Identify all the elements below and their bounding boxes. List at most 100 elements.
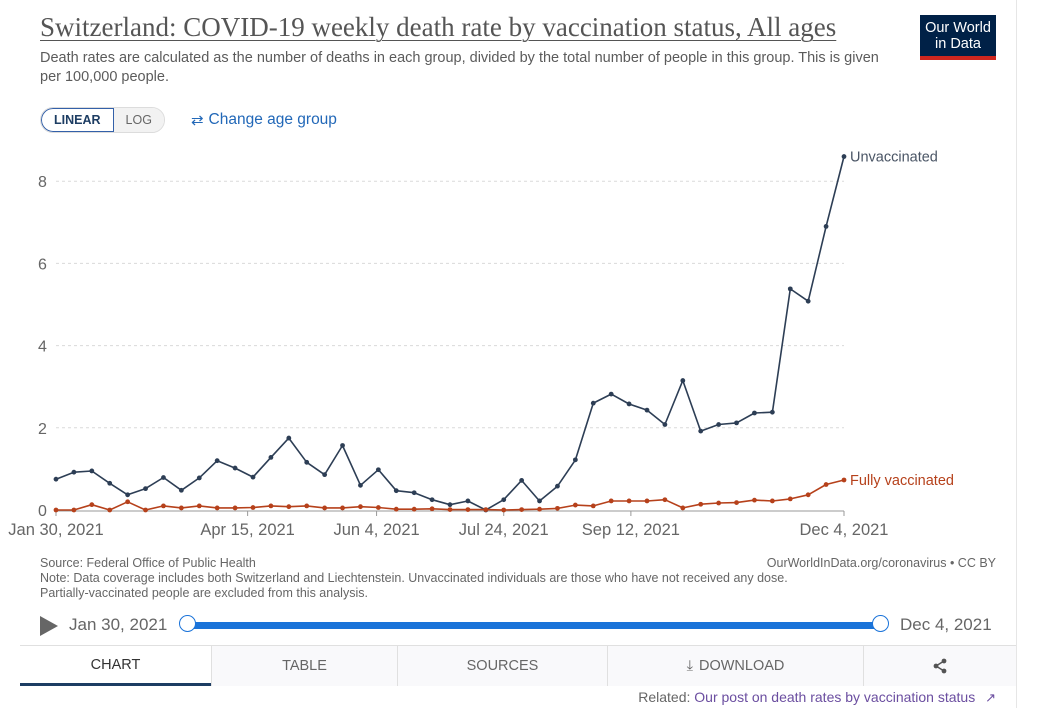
data-point xyxy=(465,498,471,504)
data-point xyxy=(232,465,238,471)
timeline-start-handle[interactable] xyxy=(179,615,196,632)
data-point xyxy=(447,502,453,508)
timeline: Jan 30, 2021 Dec 4, 2021 xyxy=(40,612,1000,640)
swap-arrows-icon: ⇄ xyxy=(190,111,204,129)
data-point xyxy=(429,497,435,503)
data-point xyxy=(680,378,686,383)
chart-subtitle: Death rates are calculated as the number… xyxy=(40,50,879,85)
data-point xyxy=(680,505,686,511)
download-label: DOWNLOAD xyxy=(699,658,785,674)
related-post-link[interactable]: Our post on death rates by vaccination s… xyxy=(694,689,976,705)
data-point xyxy=(53,507,59,513)
data-point xyxy=(805,298,811,304)
data-point xyxy=(590,400,596,406)
data-point xyxy=(143,486,148,492)
data-point xyxy=(841,477,847,483)
play-icon[interactable] xyxy=(40,616,58,636)
data-point xyxy=(196,475,202,481)
data-point xyxy=(787,286,793,292)
related-line: Related: Our post on death rates by vacc… xyxy=(638,689,996,706)
related-prefix: Related: xyxy=(638,689,691,705)
data-point xyxy=(232,505,238,511)
data-point xyxy=(698,501,704,507)
data-point xyxy=(769,498,775,504)
tab-share[interactable] xyxy=(863,646,1016,686)
change-age-group-label: Change age group xyxy=(208,110,337,128)
data-point xyxy=(787,496,793,502)
data-point xyxy=(734,500,739,506)
data-point xyxy=(286,504,292,510)
chart-controls: LINEAR LOG ⇄ Change age group xyxy=(40,106,337,133)
source-text: Source: Federal Office of Public Health xyxy=(40,556,256,570)
data-point xyxy=(716,500,722,506)
data-point xyxy=(823,224,829,229)
data-point xyxy=(125,499,131,505)
data-point xyxy=(250,474,256,480)
x-tick-label: Apr 15, 2021 xyxy=(200,521,295,539)
data-point xyxy=(752,410,757,416)
data-point xyxy=(53,476,59,482)
share-icon xyxy=(933,658,947,674)
data-point xyxy=(626,498,632,504)
data-point xyxy=(644,498,650,504)
data-point xyxy=(393,506,399,512)
data-point xyxy=(483,507,489,512)
data-point xyxy=(644,407,650,413)
data-point xyxy=(107,480,113,486)
download-icon: ⤓ xyxy=(686,658,693,674)
data-point xyxy=(608,498,614,504)
note-line-2: Partially-vaccinated people are excluded… xyxy=(40,586,368,600)
data-point xyxy=(572,502,578,508)
data-point xyxy=(161,503,166,509)
series-label: Fully vaccinated xyxy=(850,473,954,489)
data-point xyxy=(375,467,381,473)
data-point xyxy=(71,507,77,513)
data-point xyxy=(805,492,811,498)
data-point xyxy=(304,459,310,465)
data-point xyxy=(358,504,363,510)
tab-chart[interactable]: CHART xyxy=(20,646,211,686)
x-tick-label: Jan 30, 2021 xyxy=(8,521,103,539)
credit-link[interactable]: OurWorldInData.org/coronavirus • CC BY xyxy=(766,556,996,570)
data-point xyxy=(429,506,435,512)
x-tick-label: Dec 4, 2021 xyxy=(800,521,889,539)
y-tick-label: 0 xyxy=(38,503,47,520)
timeline-track[interactable] xyxy=(187,622,881,629)
data-point xyxy=(734,420,739,426)
data-point xyxy=(161,475,166,480)
data-point xyxy=(411,490,417,496)
change-age-group-button[interactable]: ⇄ Change age group xyxy=(191,111,337,129)
data-point xyxy=(447,507,453,512)
data-point xyxy=(519,478,525,483)
data-point xyxy=(286,435,292,441)
y-tick-label: 8 xyxy=(38,174,47,191)
scale-toggle: LINEAR LOG xyxy=(40,106,165,133)
data-point xyxy=(358,482,363,488)
data-point xyxy=(178,505,184,511)
data-point xyxy=(555,505,560,511)
data-point xyxy=(555,483,560,489)
data-point xyxy=(268,503,274,509)
data-point xyxy=(143,507,148,513)
data-point xyxy=(107,507,113,513)
data-point xyxy=(716,422,722,427)
log-scale-button[interactable]: LOG xyxy=(113,107,164,132)
data-point xyxy=(662,422,668,427)
tab-table[interactable]: TABLE xyxy=(211,646,397,686)
data-point xyxy=(322,472,328,478)
data-point xyxy=(626,401,632,407)
tab-sources[interactable]: SOURCES xyxy=(397,646,607,686)
timeline-end-label: Dec 4, 2021 xyxy=(900,615,992,634)
tab-download[interactable]: ⤓ DOWNLOAD xyxy=(607,646,863,686)
x-tick-label: Sep 12, 2021 xyxy=(582,521,680,539)
chart-title[interactable]: Switzerland: COVID-19 weekly death rate … xyxy=(40,12,837,42)
linear-scale-button[interactable]: LINEAR xyxy=(41,107,114,132)
owid-logo[interactable]: Our World in Data xyxy=(920,15,996,60)
data-point xyxy=(841,154,847,159)
data-point xyxy=(214,458,220,464)
y-tick-label: 2 xyxy=(38,421,47,438)
timeline-end-handle[interactable] xyxy=(872,615,889,632)
data-point xyxy=(572,457,578,463)
data-point xyxy=(608,391,614,397)
data-point xyxy=(537,506,542,512)
